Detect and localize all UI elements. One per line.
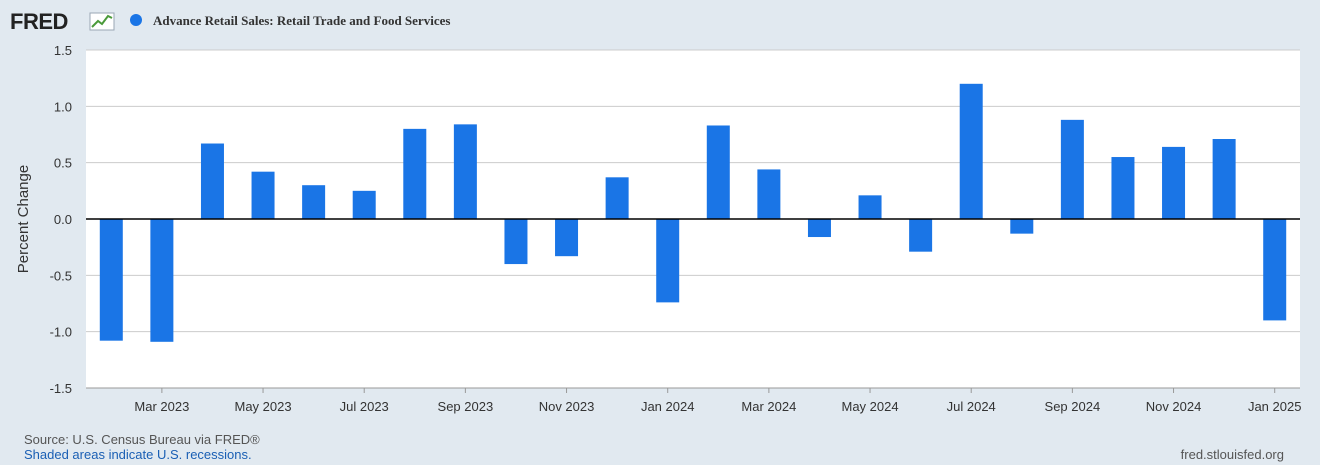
fred-graph-icon: [89, 12, 115, 31]
x-tick-label: Nov 2023: [539, 399, 595, 414]
bar[interactable]: [352, 190, 376, 219]
x-tick-label: Jul 2024: [947, 399, 996, 414]
bar[interactable]: [959, 83, 983, 219]
bar[interactable]: [1060, 119, 1084, 219]
bar[interactable]: [1212, 139, 1236, 219]
bars: [99, 83, 1287, 342]
source-note: Source: U.S. Census Bureau via FRED®: [24, 432, 260, 447]
y-tick-label: -1.5: [50, 381, 72, 396]
x-tick-label: Sep 2023: [438, 399, 494, 414]
y-axis-label: Percent Change: [15, 165, 32, 273]
x-tick-label: Jul 2023: [340, 399, 389, 414]
x-tick-label: Jan 2024: [641, 399, 695, 414]
bar[interactable]: [656, 219, 680, 303]
bar[interactable]: [453, 124, 477, 219]
bar[interactable]: [757, 169, 781, 219]
x-tick-label: Mar 2024: [741, 399, 796, 414]
bar[interactable]: [150, 219, 174, 342]
bar[interactable]: [706, 125, 730, 219]
chart-canvas: FRED Advance Retail Sales: Retail Trade …: [10, 9, 1301, 414]
recession-note-link[interactable]: Shaded areas indicate U.S. recessions.: [24, 447, 252, 462]
bar[interactable]: [302, 185, 326, 219]
legend-series-name: Advance Retail Sales: Retail Trade and F…: [153, 13, 450, 28]
legend: Advance Retail Sales: Retail Trade and F…: [130, 13, 450, 28]
x-tick-label: Nov 2024: [1146, 399, 1202, 414]
bar[interactable]: [858, 195, 882, 219]
bar[interactable]: [909, 219, 933, 252]
legend-marker: [130, 14, 142, 26]
bar[interactable]: [251, 171, 275, 219]
bar[interactable]: [200, 143, 224, 219]
x-tick-label: May 2024: [841, 399, 898, 414]
y-tick-label: 1.5: [54, 43, 72, 58]
bar[interactable]: [504, 219, 528, 265]
bar[interactable]: [99, 219, 123, 341]
y-axis-ticks: 1.5 1.0 0.5 0.0 -0.5 -1.0 -1.5: [50, 43, 72, 396]
fred-logo-text: FRED: [10, 9, 68, 34]
bar[interactable]: [1010, 219, 1034, 234]
x-tick-label: May 2023: [234, 399, 291, 414]
bar[interactable]: [403, 128, 427, 219]
bar[interactable]: [1263, 219, 1287, 321]
bar[interactable]: [1162, 146, 1186, 219]
x-tick-label: Jan 2025: [1248, 399, 1302, 414]
bar[interactable]: [605, 177, 629, 219]
fred-logo[interactable]: FRED: [10, 9, 115, 34]
x-tick-label: Sep 2024: [1045, 399, 1101, 414]
x-tick-label: Mar 2023: [134, 399, 189, 414]
x-axis-ticks: Mar 2023 May 2023 Jul 2023 Sep 2023 Nov 2023…: [134, 388, 1301, 414]
y-tick-label: -1.0: [50, 325, 72, 340]
y-tick-label: 0.5: [54, 156, 72, 171]
bar[interactable]: [807, 219, 831, 238]
y-tick-label: -0.5: [50, 268, 72, 283]
y-tick-label: 1.0: [54, 99, 72, 114]
bar[interactable]: [555, 219, 579, 257]
bar[interactable]: [1111, 157, 1135, 219]
y-tick-label: 0.0: [54, 212, 72, 227]
site-url-link[interactable]: fred.stlouisfed.org: [1180, 447, 1284, 462]
